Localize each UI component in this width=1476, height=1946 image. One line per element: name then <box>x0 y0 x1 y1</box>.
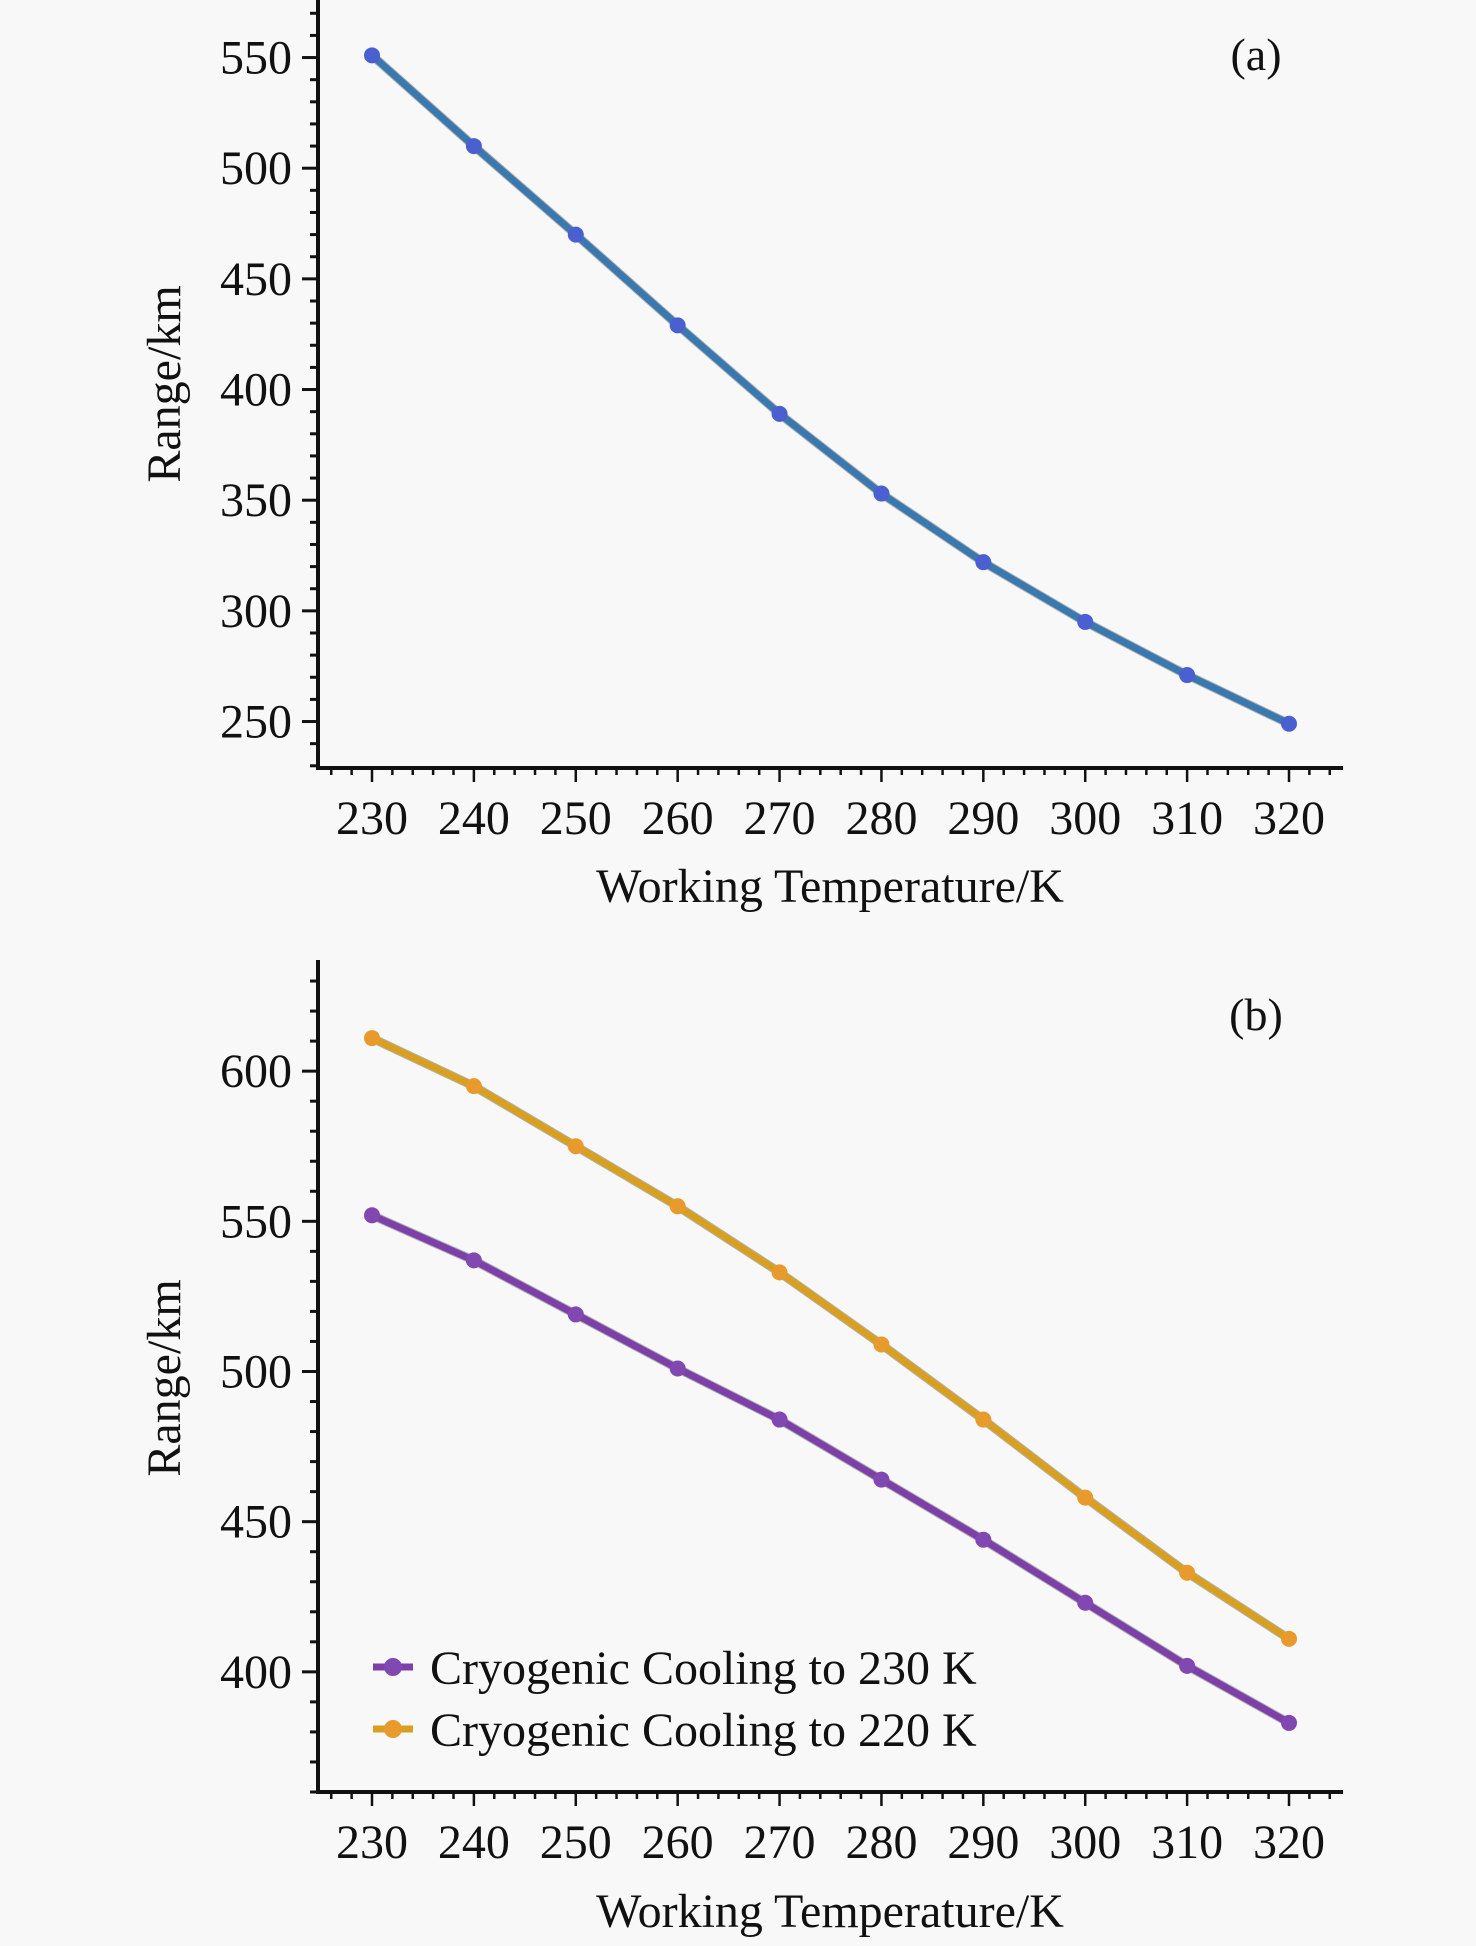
x-tick-label: 250 <box>540 1816 612 1869</box>
data-point <box>364 47 381 64</box>
panel-a-label: (a) <box>1230 29 1281 80</box>
x-tick-label: 280 <box>845 792 917 845</box>
legend-marker <box>384 1658 402 1676</box>
y-tick-label: 300 <box>220 585 292 638</box>
x-axis-title-a: Working Temperature/K <box>596 860 1064 913</box>
series-line <box>369 52 1291 727</box>
data-point <box>771 405 788 422</box>
data-point <box>975 1411 992 1428</box>
data-point <box>1280 1714 1297 1731</box>
x-tick-label: 230 <box>336 792 408 845</box>
x-axis-title-b: Working Temperature/K <box>596 1885 1064 1938</box>
x-tick-label: 230 <box>336 1816 408 1869</box>
series-line <box>370 1212 1291 1726</box>
marks-b <box>364 1030 1297 1731</box>
y-tick-label: 400 <box>220 364 292 417</box>
axes-a: 250 300 350 400 450 500 550 230 240 250 260 270 280 2… <box>220 0 1343 845</box>
y-axis-title-b: Range/km <box>138 1279 191 1476</box>
legend-marker <box>384 1720 402 1738</box>
data-point <box>771 1264 788 1281</box>
data-point <box>1179 1564 1196 1581</box>
y-tick-label: 450 <box>220 1496 292 1549</box>
y-tick-label: 500 <box>220 1345 292 1398</box>
data-point <box>1179 1657 1196 1674</box>
x-tick-label: 270 <box>744 1816 816 1869</box>
x-tick-label: 290 <box>947 1816 1019 1869</box>
x-tick-label: 300 <box>1049 1816 1121 1869</box>
y-tick-label: 550 <box>220 1195 292 1248</box>
legend-label: Cryogenic Cooling to 230 K <box>430 1642 977 1695</box>
legend-b: Cryogenic Cooling to 230 K Cryogenic Cool… <box>373 1642 977 1757</box>
y-tick-label: 400 <box>220 1646 292 1699</box>
series-line-shadow <box>369 51 1291 728</box>
data-point <box>465 138 482 155</box>
x-tick-label: 260 <box>642 1816 714 1869</box>
data-point <box>1280 715 1297 732</box>
data-point <box>567 1138 584 1155</box>
data-point <box>669 1198 686 1215</box>
data-point <box>567 226 584 243</box>
legend-label: Cryogenic Cooling to 220 K <box>430 1704 977 1757</box>
data-point <box>771 1411 788 1428</box>
x-tick-label: 270 <box>744 792 816 845</box>
y-tick-label: 350 <box>220 474 292 527</box>
data-point <box>669 317 686 334</box>
x-tick-label: 260 <box>642 792 714 845</box>
y-tick-label: 550 <box>220 32 292 85</box>
data-point <box>1077 613 1094 630</box>
x-tick-label: 320 <box>1253 1816 1325 1869</box>
data-point <box>465 1252 482 1269</box>
x-tick-label: 240 <box>438 792 510 845</box>
data-point <box>1280 1630 1297 1647</box>
series-line <box>370 1034 1291 1642</box>
marks-a <box>364 47 1297 732</box>
data-point <box>465 1078 482 1095</box>
data-point <box>567 1306 584 1323</box>
data-point <box>669 1360 686 1377</box>
panel-b-label: (b) <box>1229 989 1283 1040</box>
x-tick-label: 240 <box>438 1816 510 1869</box>
data-point <box>1077 1489 1094 1506</box>
data-point <box>873 1471 890 1488</box>
x-tick-label: 290 <box>947 792 1019 845</box>
x-tick-label: 310 <box>1151 1816 1223 1869</box>
y-tick-label: 600 <box>220 1045 292 1098</box>
y-tick-label: 250 <box>220 696 292 749</box>
y-tick-label: 500 <box>220 142 292 195</box>
data-point <box>975 1531 992 1548</box>
data-point <box>364 1030 381 1047</box>
panel-b: 400 450 500 550 600 230 240 250 260 270 280 290 300 3… <box>138 960 1343 1938</box>
x-tick-label: 310 <box>1151 792 1223 845</box>
axes-b: 400 450 500 550 600 230 240 250 260 270 280 290 300 3… <box>220 960 1343 1869</box>
legend-item: Cryogenic Cooling to 230 K <box>373 1642 977 1695</box>
data-point <box>1077 1594 1094 1611</box>
data-point <box>364 1207 381 1224</box>
data-point <box>1179 667 1196 684</box>
data-point <box>873 1336 890 1353</box>
data-point <box>975 554 992 571</box>
x-tick-label: 320 <box>1253 792 1325 845</box>
x-tick-label: 300 <box>1049 792 1121 845</box>
x-tick-label: 280 <box>845 1816 917 1869</box>
y-tick-label: 450 <box>220 253 292 306</box>
x-tick-label: 250 <box>540 792 612 845</box>
data-point <box>873 485 890 502</box>
panel-a: 250 300 350 400 450 500 550 230 240 250 260 270 280 2… <box>138 0 1343 913</box>
legend-item: Cryogenic Cooling to 220 K <box>373 1704 977 1757</box>
y-axis-title-a: Range/km <box>138 285 191 482</box>
